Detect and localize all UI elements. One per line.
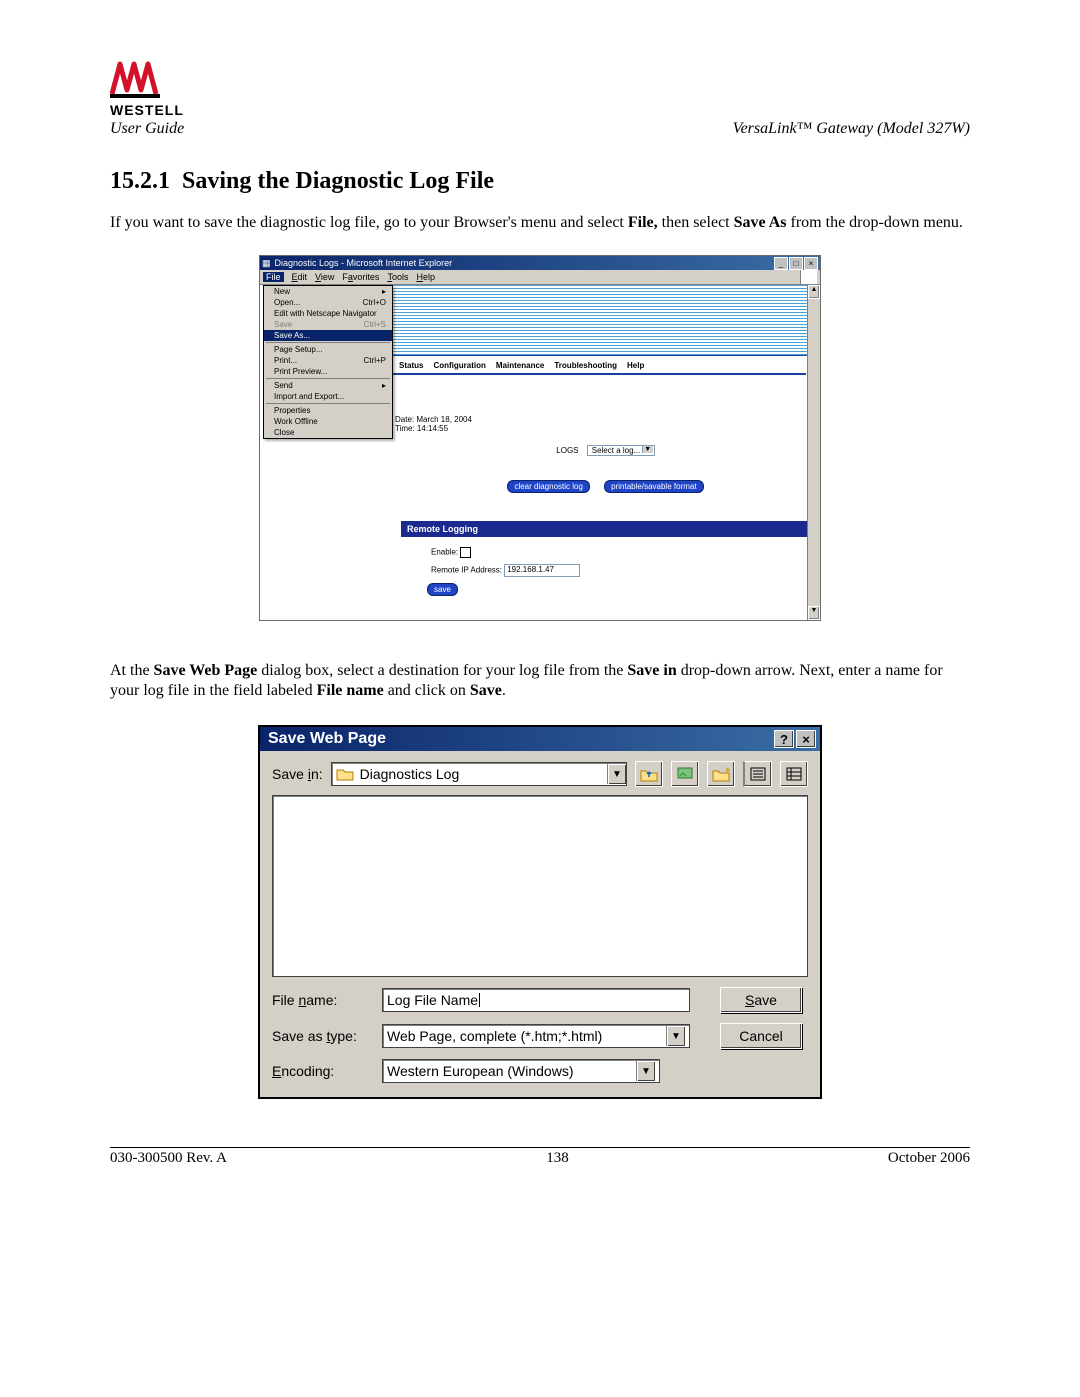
minimize-button[interactable]: _ bbox=[774, 257, 788, 270]
savein-label: Save in: bbox=[272, 766, 323, 782]
list-view-button[interactable] bbox=[743, 761, 772, 787]
window-title: Diagnostic Logs - Microsoft Internet Exp… bbox=[275, 258, 453, 268]
up-folder-button[interactable] bbox=[635, 761, 663, 787]
date-label: Date: March 18, 2004 bbox=[395, 415, 810, 424]
header-left: User Guide bbox=[110, 120, 184, 138]
menu-print[interactable]: Print...Ctrl+P bbox=[264, 355, 392, 366]
menu-open[interactable]: Open...Ctrl+O bbox=[264, 297, 392, 308]
maximize-button[interactable]: □ bbox=[789, 257, 803, 270]
text-caret bbox=[479, 993, 480, 1007]
details-view-button[interactable] bbox=[780, 761, 808, 787]
remote-logging-header: Remote Logging bbox=[401, 521, 810, 537]
second-paragraph: At the Save Web Page dialog box, select … bbox=[110, 661, 970, 701]
menu-edit[interactable]: Edit bbox=[292, 272, 308, 282]
dialog-title-bar: Save Web Page ? × bbox=[260, 727, 820, 751]
savetype-label: Save as type: bbox=[272, 1028, 382, 1044]
menu-favorites[interactable]: Favorites bbox=[342, 272, 379, 282]
file-list-area[interactable] bbox=[272, 795, 808, 977]
savetype-combo[interactable]: Web Page, complete (*.htm;*.html) ▼ bbox=[382, 1024, 690, 1048]
menu-save: SaveCtrl+S bbox=[264, 319, 392, 330]
clear-log-button[interactable]: clear diagnostic log bbox=[507, 480, 589, 493]
logs-label: LOGS bbox=[556, 446, 578, 455]
printable-format-button[interactable]: printable/savable format bbox=[604, 480, 703, 493]
section-title-text: Saving the Diagnostic Log File bbox=[182, 168, 494, 194]
svg-text:✶: ✶ bbox=[724, 766, 730, 775]
intro-paragraph: If you want to save the diagnostic log f… bbox=[110, 213, 970, 233]
menu-help[interactable]: Help bbox=[416, 272, 435, 282]
page-footer: 030-300500 Rev. A 138 October 2006 bbox=[110, 1147, 970, 1167]
menu-print-preview[interactable]: Print Preview... bbox=[264, 366, 392, 377]
nav-tabs: Status Configuration Maintenance Trouble… bbox=[395, 360, 820, 371]
scroll-down-icon[interactable]: ▼ bbox=[808, 606, 820, 620]
encoding-combo[interactable]: Western European (Windows) ▼ bbox=[382, 1059, 660, 1083]
brand-logo bbox=[110, 60, 970, 98]
savein-combo[interactable]: Diagnostics Log ▼ bbox=[331, 762, 627, 786]
remote-ip-label: Remote IP Address: bbox=[431, 566, 502, 575]
cancel-button[interactable]: Cancel bbox=[720, 1023, 802, 1049]
ie-flag-icon bbox=[800, 270, 817, 284]
filename-input[interactable]: Log File Name bbox=[382, 988, 690, 1012]
savein-value: Diagnostics Log bbox=[360, 766, 460, 782]
logo-text: WESTELL bbox=[110, 102, 970, 118]
menu-file[interactable]: File bbox=[263, 272, 284, 282]
folder-icon bbox=[336, 767, 354, 781]
tab-troubleshooting[interactable]: Troubleshooting bbox=[550, 360, 621, 371]
menu-edit-with[interactable]: Edit with Netscape Navigator bbox=[264, 308, 392, 319]
menu-page-setup[interactable]: Page Setup... bbox=[264, 344, 392, 355]
section-number: 15.2.1 bbox=[110, 168, 170, 194]
footer-page-number: 138 bbox=[546, 1150, 569, 1167]
help-button[interactable]: ? bbox=[774, 730, 794, 748]
dialog-title: Save Web Page bbox=[268, 730, 386, 748]
menu-properties[interactable]: Properties bbox=[264, 405, 392, 416]
tab-status[interactable]: Status bbox=[395, 360, 427, 371]
logs-select[interactable]: Select a log... bbox=[587, 445, 655, 456]
footer-left: 030-300500 Rev. A bbox=[110, 1150, 227, 1167]
filename-label: File name: bbox=[272, 992, 382, 1008]
scroll-up-icon[interactable]: ▲ bbox=[808, 285, 820, 299]
save-button[interactable]: Save bbox=[720, 987, 802, 1013]
menu-work-offline[interactable]: Work Offline bbox=[264, 416, 392, 427]
banner-stripes bbox=[391, 285, 820, 356]
menu-bar: File Edit View Favorites Tools Help bbox=[260, 270, 820, 285]
header-right: VersaLink™ Gateway (Model 327W) bbox=[733, 120, 970, 138]
tab-maintenance[interactable]: Maintenance bbox=[492, 360, 548, 371]
encoding-label: Encoding: bbox=[272, 1063, 382, 1079]
scrollbar[interactable]: ▲ ▼ bbox=[807, 285, 820, 620]
page-content-area: ▲ ▼ Status Configuration Maintenance Tro… bbox=[391, 285, 820, 620]
menu-new[interactable]: New▸ bbox=[264, 286, 392, 297]
desktop-button[interactable] bbox=[671, 761, 699, 787]
menu-save-as[interactable]: Save As... bbox=[264, 330, 392, 341]
menu-import-export[interactable]: Import and Export... bbox=[264, 391, 392, 402]
footer-right: October 2006 bbox=[888, 1150, 970, 1167]
chevron-down-icon[interactable]: ▼ bbox=[666, 1026, 685, 1046]
close-dialog-button[interactable]: × bbox=[796, 730, 816, 748]
tab-help[interactable]: Help bbox=[623, 360, 648, 371]
chevron-down-icon[interactable]: ▼ bbox=[636, 1061, 655, 1081]
menu-tools[interactable]: Tools bbox=[387, 272, 408, 282]
ie-icon: ▦ bbox=[262, 258, 271, 269]
close-button[interactable]: × bbox=[804, 257, 818, 270]
save-dialog: Save Web Page ? × Save in: Diagnostics L… bbox=[258, 725, 822, 1099]
time-label: Time: 14:14:55 bbox=[395, 424, 810, 433]
remote-ip-input[interactable]: 192.168.1.47 bbox=[504, 564, 580, 577]
section-heading: 15.2.1 Saving the Diagnostic Log File bbox=[110, 168, 970, 195]
menu-close[interactable]: Close bbox=[264, 427, 392, 438]
enable-checkbox[interactable] bbox=[460, 547, 471, 558]
new-folder-button[interactable]: ✶ bbox=[707, 761, 735, 787]
window-title-bar: ▦ Diagnostic Logs - Microsoft Internet E… bbox=[260, 256, 820, 270]
tab-configuration[interactable]: Configuration bbox=[429, 360, 489, 371]
save-remote-button[interactable]: save bbox=[427, 583, 458, 596]
chevron-down-icon[interactable]: ▼ bbox=[607, 764, 626, 784]
logo-mark-icon bbox=[110, 60, 160, 98]
browser-window: ▦ Diagnostic Logs - Microsoft Internet E… bbox=[259, 255, 821, 621]
file-dropdown-menu: New▸ Open...Ctrl+O Edit with Netscape Na… bbox=[263, 285, 393, 439]
menu-send[interactable]: Send▸ bbox=[264, 380, 392, 391]
enable-label: Enable: bbox=[431, 548, 458, 557]
menu-view[interactable]: View bbox=[315, 272, 334, 282]
